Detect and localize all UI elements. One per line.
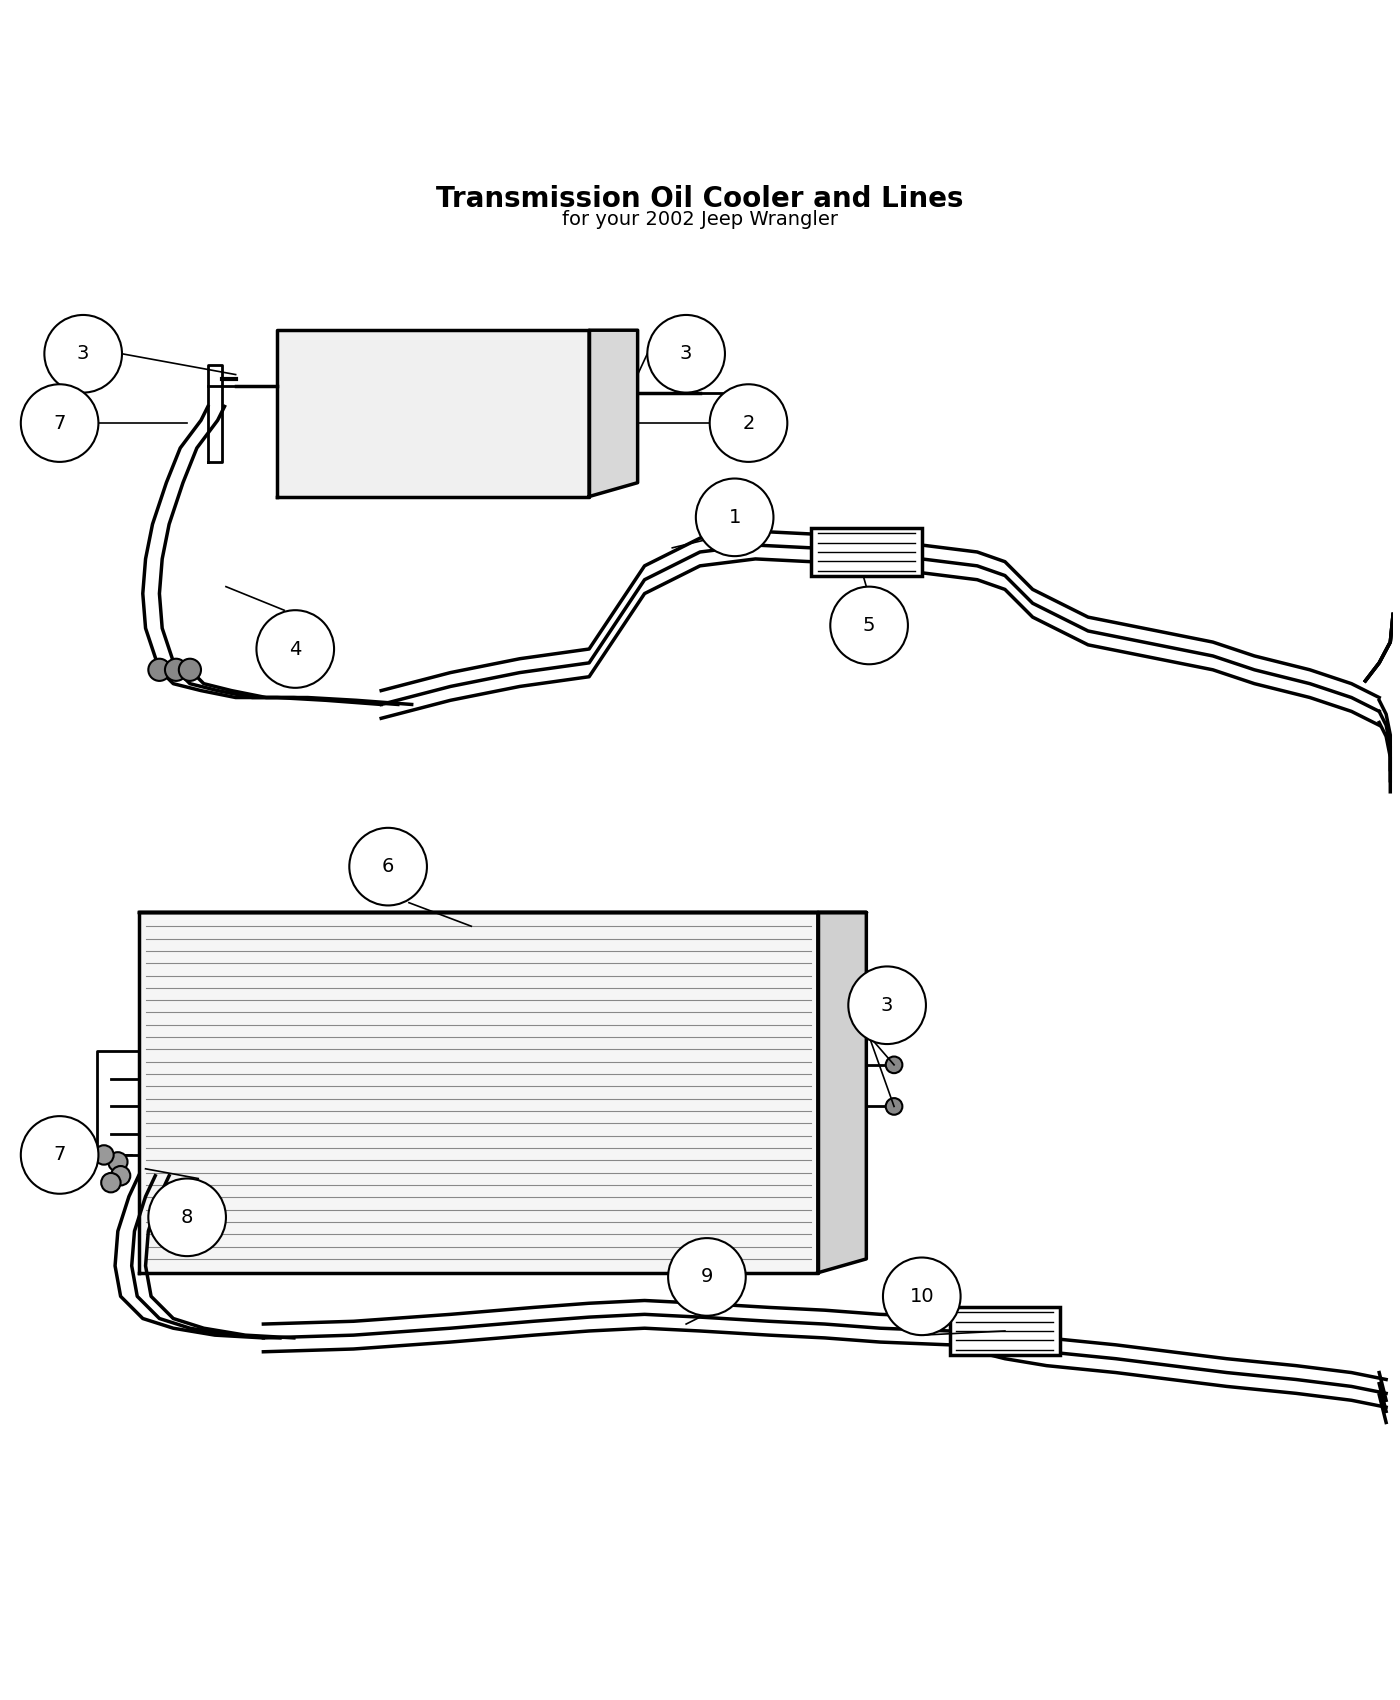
Circle shape <box>179 658 202 682</box>
Circle shape <box>94 1146 113 1165</box>
Circle shape <box>886 1056 903 1073</box>
Text: 3: 3 <box>881 996 893 1015</box>
Polygon shape <box>139 913 818 1273</box>
Circle shape <box>108 1153 127 1171</box>
Text: 6: 6 <box>382 857 395 876</box>
Polygon shape <box>818 913 867 1273</box>
Text: 9: 9 <box>701 1268 713 1287</box>
Circle shape <box>696 478 773 556</box>
Circle shape <box>101 1173 120 1192</box>
Circle shape <box>668 1238 746 1316</box>
Circle shape <box>256 610 335 688</box>
Text: 8: 8 <box>181 1207 193 1227</box>
Text: 3: 3 <box>77 345 90 364</box>
Circle shape <box>45 314 122 393</box>
Circle shape <box>111 1166 130 1185</box>
Text: for your 2002 Jeep Wrangler: for your 2002 Jeep Wrangler <box>561 209 839 230</box>
FancyBboxPatch shape <box>811 527 921 576</box>
Circle shape <box>886 1098 903 1115</box>
Circle shape <box>830 586 909 665</box>
Text: 1: 1 <box>728 508 741 527</box>
Text: 3: 3 <box>680 345 693 364</box>
Circle shape <box>883 1258 960 1334</box>
Text: 2: 2 <box>742 413 755 432</box>
Circle shape <box>148 658 171 682</box>
Text: Transmission Oil Cooler and Lines: Transmission Oil Cooler and Lines <box>437 185 963 212</box>
Circle shape <box>647 314 725 393</box>
Text: 7: 7 <box>53 413 66 432</box>
Circle shape <box>148 1178 225 1256</box>
Circle shape <box>21 384 98 462</box>
Text: 4: 4 <box>288 639 301 658</box>
Circle shape <box>848 966 925 1044</box>
Polygon shape <box>277 330 589 496</box>
Text: 10: 10 <box>910 1287 934 1306</box>
Circle shape <box>21 1117 98 1193</box>
Text: 7: 7 <box>53 1146 66 1165</box>
Polygon shape <box>589 330 637 496</box>
Circle shape <box>710 384 787 462</box>
Circle shape <box>165 658 188 682</box>
Circle shape <box>350 828 427 906</box>
FancyBboxPatch shape <box>949 1307 1060 1355</box>
Text: 5: 5 <box>862 615 875 634</box>
